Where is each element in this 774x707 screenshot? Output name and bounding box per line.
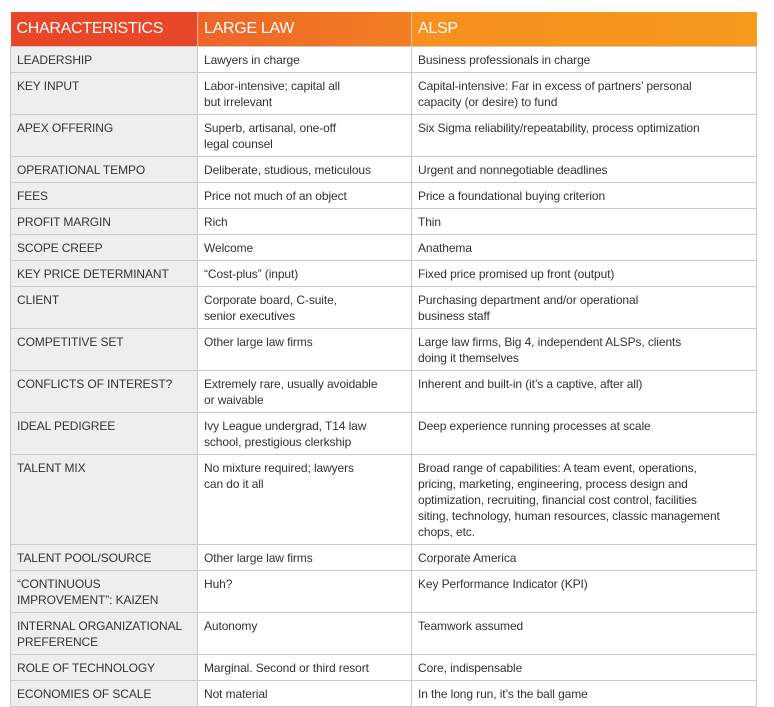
- table-row: KEY PRICE DETERMINANT “Cost-plus” (input)…: [10, 260, 757, 287]
- alsp-cell: Business professionals in charge: [411, 46, 757, 73]
- alsp-cell: Urgent and nonnegotiable deadlines: [411, 156, 757, 183]
- alsp-cell: Inherent and built-in (it’s a captive, a…: [411, 370, 757, 413]
- alsp-cell: Teamwork assumed: [411, 612, 757, 655]
- characteristic-cell: APEX OFFERING: [10, 114, 198, 157]
- large-law-cell: Welcome: [197, 234, 412, 261]
- table-row: CONFLICTS OF INTEREST? Extremely rare, us…: [10, 370, 757, 413]
- alsp-cell: Thin: [411, 208, 757, 235]
- alsp-cell: Large law firms, Big 4, independent ALSP…: [411, 328, 757, 371]
- large-law-cell: Huh?: [197, 570, 412, 613]
- table-row: SCOPE CREEP Welcome Anathema: [10, 234, 757, 261]
- large-law-cell: Other large law firms: [197, 328, 412, 371]
- alsp-cell: Capital-intensive: Far in excess of part…: [411, 72, 757, 115]
- alsp-cell: Anathema: [411, 234, 757, 261]
- characteristic-cell: TALENT MIX: [10, 454, 198, 545]
- table-row: CLIENT Corporate board, C-suite, senior e…: [10, 286, 757, 329]
- table-row: TALENT POOL/SOURCE Other large law firms C…: [10, 544, 757, 571]
- alsp-cell: Corporate America: [411, 544, 757, 571]
- large-law-cell: Superb, artisanal, one-off legal counsel: [197, 114, 412, 157]
- characteristic-cell: PROFIT MARGIN: [10, 208, 198, 235]
- header-alsp: ALSP: [411, 12, 757, 47]
- large-law-cell: Ivy League undergrad, T14 law school, pr…: [197, 412, 412, 455]
- alsp-cell: Purchasing department and/or operational…: [411, 286, 757, 329]
- large-law-cell: “Cost-plus” (input): [197, 260, 412, 287]
- table-row: IDEAL PEDIGREE Ivy League undergrad, T14 …: [10, 412, 757, 455]
- large-law-cell: Price not much of an object: [197, 182, 412, 209]
- table-row: “CONTINUOUS IMPROVEMENT”: KAIZEN Huh? Key …: [10, 570, 757, 613]
- table-row: FEES Price not much of an object Price a f…: [10, 182, 757, 209]
- table-row: COMPETITIVE SET Other large law firms Larg…: [10, 328, 757, 371]
- large-law-cell: Labor-intensive; capital all but irrelev…: [197, 72, 412, 115]
- table-row: ROLE OF TECHNOLOGY Marginal. Second or th…: [10, 654, 757, 681]
- table-row: TALENT MIX No mixture required; lawyers c…: [10, 454, 757, 545]
- large-law-cell: No mixture required; lawyers can do it a…: [197, 454, 412, 545]
- characteristic-cell: LEADERSHIP: [10, 46, 198, 73]
- header-row: CHARACTERISTICS LARGE LAW ALSP: [10, 12, 757, 47]
- characteristic-cell: OPERATIONAL TEMPO: [10, 156, 198, 183]
- characteristic-cell: KEY PRICE DETERMINANT: [10, 260, 198, 287]
- alsp-cell: Broad range of capabilities: A team even…: [411, 454, 757, 545]
- large-law-cell: Lawyers in charge: [197, 46, 412, 73]
- large-law-cell: Corporate board, C-suite, senior executi…: [197, 286, 412, 329]
- large-law-cell: Extremely rare, usually avoidable or wai…: [197, 370, 412, 413]
- table-row: KEY INPUT Labor-intensive; capital all bu…: [10, 72, 757, 115]
- alsp-cell: Key Performance Indicator (KPI): [411, 570, 757, 613]
- alsp-cell: Six Sigma reliability/repeatability, pro…: [411, 114, 757, 157]
- table-row: APEX OFFERING Superb, artisanal, one-off …: [10, 114, 757, 157]
- characteristic-cell: CONFLICTS OF INTEREST?: [10, 370, 198, 413]
- alsp-cell: Price a foundational buying criterion: [411, 182, 757, 209]
- characteristic-cell: IDEAL PEDIGREE: [10, 412, 198, 455]
- table-row: LEADERSHIP Lawyers in charge Business prof…: [10, 46, 757, 73]
- characteristic-cell: SCOPE CREEP: [10, 234, 198, 261]
- characteristic-cell: TALENT POOL/SOURCE: [10, 544, 198, 571]
- header-characteristics: CHARACTERISTICS: [10, 12, 198, 47]
- large-law-cell: Rich: [197, 208, 412, 235]
- comparison-table: CHARACTERISTICS LARGE LAW ALSP LEADERSHI…: [10, 12, 757, 707]
- table-row: INTERNAL ORGANIZATIONAL PREFERENCE Autono…: [10, 612, 757, 655]
- characteristic-cell: CLIENT: [10, 286, 198, 329]
- large-law-cell: Marginal. Second or third resort: [197, 654, 412, 681]
- table-row: PROFIT MARGIN Rich Thin: [10, 208, 757, 235]
- large-law-cell: Autonomy: [197, 612, 412, 655]
- characteristic-cell: ROLE OF TECHNOLOGY: [10, 654, 198, 681]
- characteristic-cell: COMPETITIVE SET: [10, 328, 198, 371]
- header-large-law: LARGE LAW: [197, 12, 412, 47]
- large-law-cell: Deliberate, studious, meticulous: [197, 156, 412, 183]
- alsp-cell: Fixed price promised up front (output): [411, 260, 757, 287]
- large-law-cell: Other large law firms: [197, 544, 412, 571]
- alsp-cell: Deep experience running processes at sca…: [411, 412, 757, 455]
- characteristic-cell: INTERNAL ORGANIZATIONAL PREFERENCE: [10, 612, 198, 655]
- characteristic-cell: “CONTINUOUS IMPROVEMENT”: KAIZEN: [10, 570, 198, 613]
- table-row: OPERATIONAL TEMPO Deliberate, studious, m…: [10, 156, 757, 183]
- alsp-cell: Core, indispensable: [411, 654, 757, 681]
- characteristic-cell: FEES: [10, 182, 198, 209]
- characteristic-cell: KEY INPUT: [10, 72, 198, 115]
